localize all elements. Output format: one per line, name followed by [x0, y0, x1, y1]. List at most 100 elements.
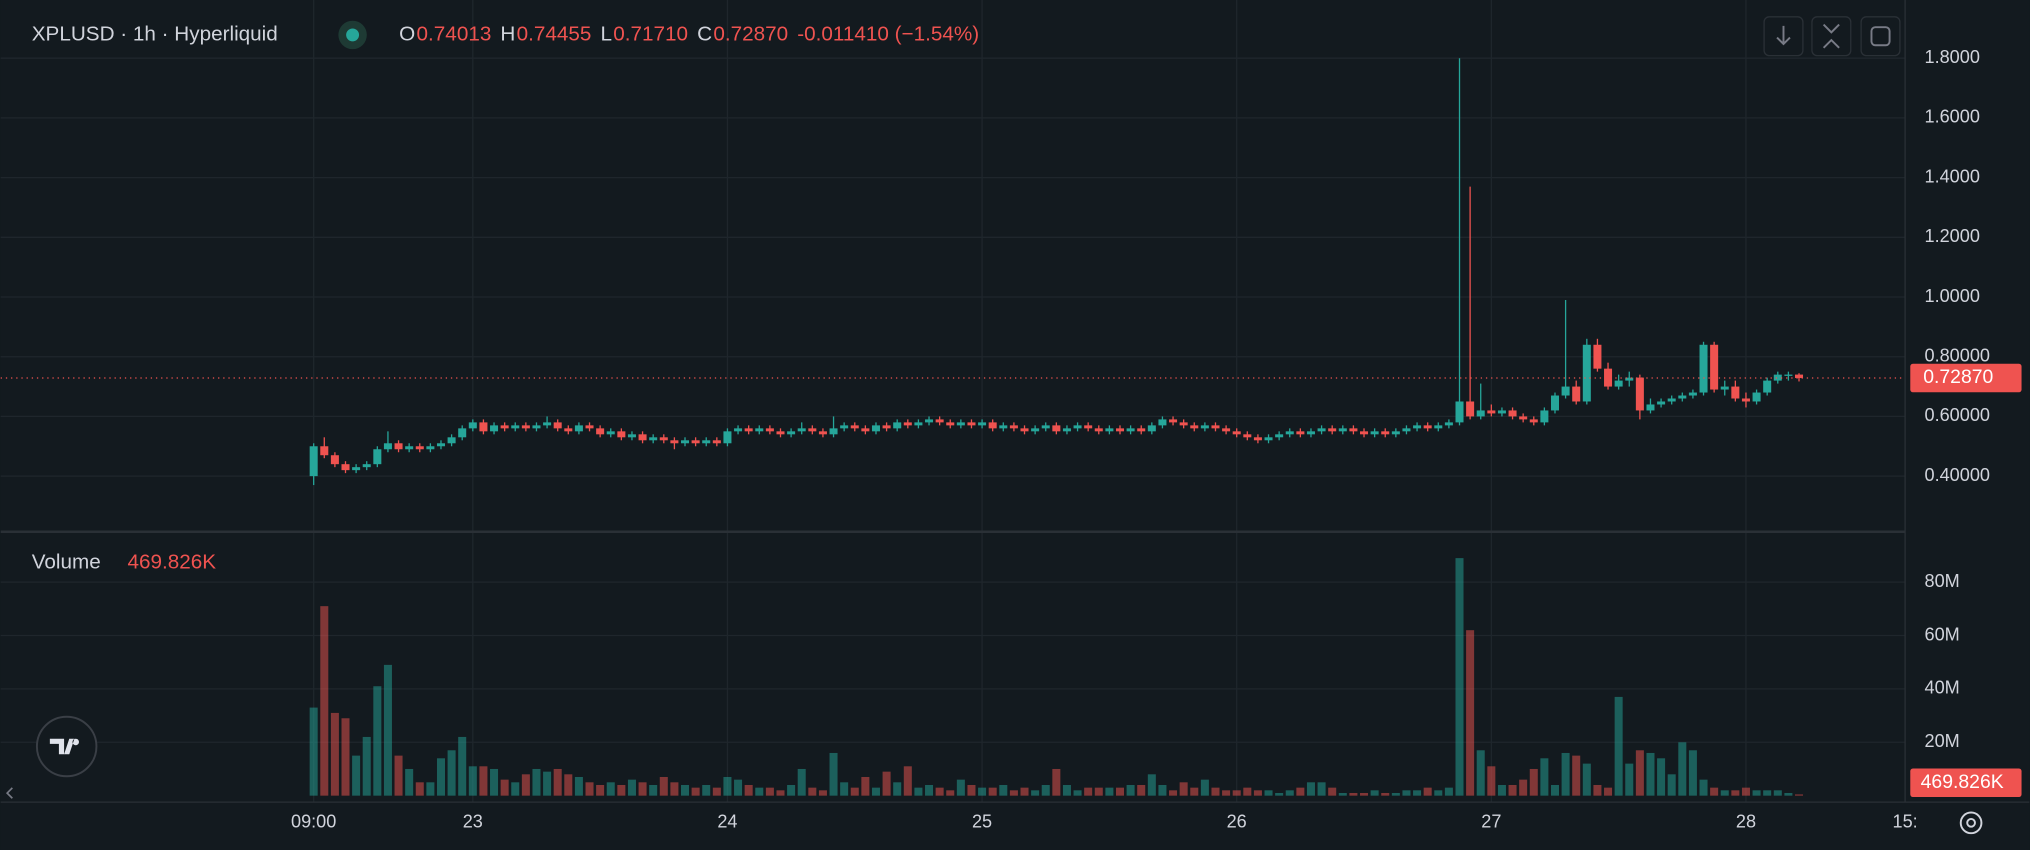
candle-body	[935, 419, 944, 423]
x-tick-label: 27	[1481, 812, 1501, 832]
candle-body	[787, 431, 796, 435]
candle-body	[468, 422, 477, 429]
candle-body	[1062, 428, 1071, 432]
volume-bar	[1370, 790, 1379, 796]
settings-hub	[1966, 817, 1976, 828]
candle-body	[1688, 392, 1697, 396]
candle-body	[1381, 431, 1390, 435]
candle-body	[320, 446, 329, 456]
volume-bar	[1126, 784, 1135, 796]
candle-body	[925, 419, 934, 423]
candle-body	[1052, 425, 1061, 432]
candle-body	[394, 443, 403, 450]
candle-body	[1031, 428, 1040, 432]
ohlc-value: 0.72870	[713, 22, 788, 45]
x-tick-label: 24	[717, 812, 737, 832]
volume-bar	[1285, 790, 1294, 796]
volume-bar	[776, 790, 785, 796]
volume-bar	[330, 712, 339, 796]
candle-body	[1041, 425, 1050, 429]
button-maximize[interactable]	[1860, 16, 1901, 57]
last-price-label: 0.72870	[1923, 366, 1993, 388]
volume-bar	[1688, 750, 1697, 796]
y-tick-label: 0.60000	[1925, 405, 1990, 425]
volume-bar	[967, 784, 976, 796]
volume-bar	[458, 736, 467, 796]
candle-body	[1402, 428, 1411, 432]
axes: 0.40000 0.60000 0.80000 1.0000 1.2000 1.4000 1…	[291, 47, 2022, 832]
volume-bar	[1625, 763, 1634, 796]
x-tick-label: 23	[463, 812, 483, 832]
volume-bar	[1784, 792, 1793, 796]
volume-bar	[511, 782, 520, 796]
volume-bar	[1306, 782, 1315, 796]
candle-body	[1158, 419, 1167, 426]
y-tick-label: 0.80000	[1925, 345, 1990, 365]
candle-body	[1275, 434, 1284, 438]
candle-body	[978, 422, 987, 426]
candle-body	[1466, 401, 1475, 417]
candle-body	[914, 422, 923, 426]
candle-body	[543, 422, 552, 426]
grid	[0, 0, 1906, 803]
candle-body	[1444, 422, 1453, 426]
ohlc-value: 0.74455	[517, 22, 592, 45]
volume-bar	[1476, 750, 1485, 796]
candle-body	[988, 422, 997, 429]
volume-bar	[1190, 787, 1199, 796]
candle-body	[712, 440, 721, 444]
volume-bar	[882, 771, 891, 796]
volume-bar	[1710, 787, 1719, 796]
volume-bar	[320, 606, 329, 796]
volume-bar	[1635, 750, 1644, 796]
volume-bar	[702, 784, 711, 796]
volume-bar	[1158, 784, 1167, 796]
volume-bar	[341, 718, 350, 796]
volume-bar	[1062, 784, 1071, 796]
candle-body	[818, 431, 827, 435]
candle-body	[723, 431, 732, 444]
candle-body	[606, 431, 615, 435]
button-collapse[interactable]	[1811, 16, 1852, 57]
volume-bar	[818, 790, 827, 796]
volume-bar	[468, 766, 477, 796]
volume-bar	[1222, 790, 1231, 796]
candle-body	[1264, 437, 1273, 441]
volume-bar	[649, 784, 658, 796]
volume-bar	[1561, 752, 1570, 796]
volume-bar	[1582, 763, 1591, 796]
volume-bar	[765, 787, 774, 796]
change: -0.011410 (−1.54%)	[797, 22, 979, 45]
last-volume-label: 469.826K	[1921, 771, 2004, 793]
volume-bar	[1731, 790, 1740, 796]
volume-bar	[1699, 779, 1708, 796]
ohlc-key: L	[600, 22, 612, 45]
candle-body	[1094, 428, 1103, 432]
candle-body	[1720, 386, 1729, 390]
candle-body	[585, 425, 594, 429]
candle-body	[680, 440, 690, 444]
volume-bar	[596, 784, 605, 796]
candle-body	[999, 425, 1008, 429]
volume-bar	[946, 790, 955, 796]
volume-bar	[659, 776, 668, 796]
candle-body	[553, 422, 562, 429]
candle-body	[1667, 398, 1676, 402]
icon-maximize	[1870, 26, 1891, 47]
ohlc-key: H	[500, 22, 515, 45]
candle-body	[670, 440, 679, 444]
scroll-left[interactable]	[5, 787, 13, 799]
volume-bar	[479, 766, 488, 796]
volume-bar	[1052, 768, 1061, 796]
volume-bar	[1593, 784, 1602, 796]
settings-button[interactable]	[1959, 811, 1983, 835]
candle-body	[861, 428, 870, 432]
candle-body	[532, 425, 541, 429]
candle-body	[1179, 422, 1188, 426]
candle-body	[755, 428, 764, 432]
volume-bar	[925, 784, 934, 796]
volume-bar	[1253, 790, 1262, 796]
button-down[interactable]	[1763, 16, 1804, 57]
